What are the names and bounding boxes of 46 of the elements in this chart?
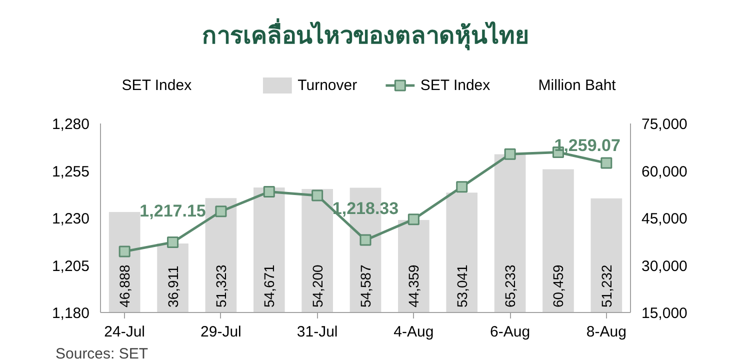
y2-tick-label: 75,000: [642, 116, 688, 133]
x-tick-label: 31-Jul: [296, 324, 338, 340]
y2-tick-label: 60,000: [642, 163, 688, 180]
point: [456, 181, 468, 193]
y-tick-label: 1,255: [52, 163, 90, 180]
data-label: 54,200: [309, 264, 326, 308]
point: [600, 157, 612, 169]
x-tick-label: 4-Aug: [394, 324, 434, 340]
point: [312, 190, 324, 202]
y2-tick-label: 30,000: [642, 258, 688, 275]
point: [360, 234, 372, 246]
point: [408, 214, 420, 226]
chart-title: การเคลื่อนไหวของตลาดหุ้นไทย: [202, 18, 529, 52]
data-label: 54,587: [358, 264, 374, 308]
y-tick-label: 1,280: [52, 116, 90, 133]
y-tick-label: 1,180: [52, 305, 90, 322]
data-label: 1,218.33: [332, 199, 399, 218]
data-label: 53,041: [454, 264, 470, 308]
y2-tick-label: 15,000: [642, 305, 688, 322]
point: [167, 236, 179, 248]
data-label: 46,888: [116, 264, 133, 308]
data-label: 36,911: [164, 266, 181, 308]
x-tick-label: 8-Aug: [586, 324, 626, 340]
legend-label: Turnover: [298, 77, 358, 94]
source-note: Sources: SET: [56, 346, 148, 362]
data-label: 1,259.07: [554, 136, 620, 156]
legend-label: SET Index: [420, 77, 491, 94]
data-label: 65,233: [502, 264, 518, 308]
data-label: 60,459: [550, 264, 566, 308]
point: [118, 246, 130, 258]
point: [215, 206, 227, 218]
point: [504, 148, 516, 160]
y-tick-label: 1,230: [52, 210, 90, 228]
data-label: 44,359: [406, 264, 422, 308]
y-tick-label: 1,205: [52, 258, 90, 275]
y-axis-title: SET Index: [122, 77, 192, 94]
y2-tick-label: 45,000: [642, 210, 688, 228]
x-tick-label: 29-Jul: [200, 324, 242, 340]
data-label: 54,671: [261, 264, 278, 308]
x-tick-label: 6-Aug: [490, 324, 530, 340]
data-label: 51,232: [598, 264, 614, 308]
data-label: 51,323: [212, 264, 229, 308]
point: [263, 186, 275, 198]
x-tick-label: 24-Jul: [104, 324, 146, 340]
data-label: 1,217.15: [140, 201, 206, 220]
y2-axis-title: Million Baht: [538, 77, 617, 94]
